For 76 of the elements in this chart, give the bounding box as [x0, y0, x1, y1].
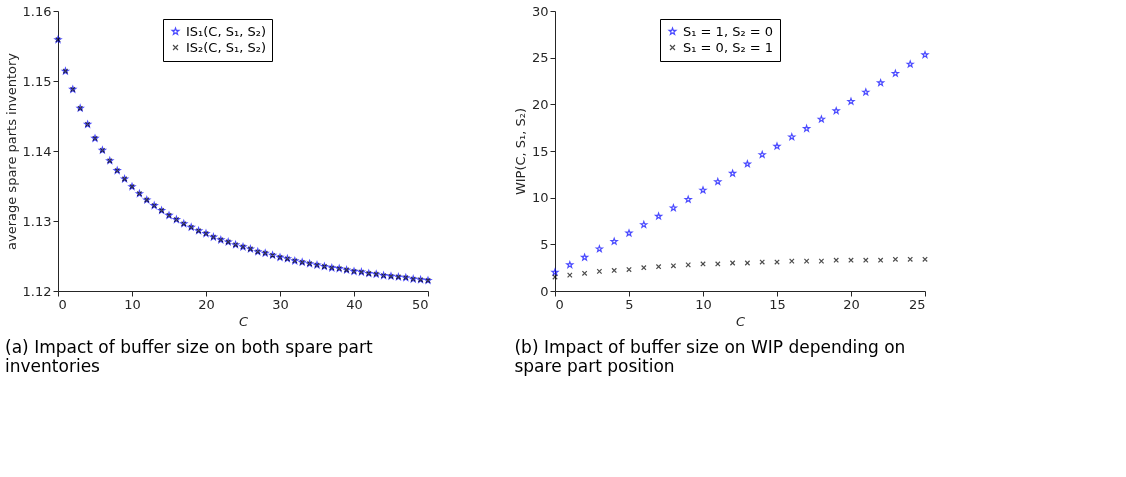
x-axis-title: C	[238, 313, 249, 329]
x-tick-label: 40	[346, 296, 363, 312]
y-axis-title: average spare parts inventory	[3, 52, 19, 250]
point	[803, 258, 810, 264]
point	[626, 266, 632, 273]
legend-label: S₁ = 1, S₂ = 0	[683, 23, 774, 39]
point	[714, 261, 721, 267]
x-axis-title: C	[735, 313, 746, 329]
x-tick-label: 0	[58, 296, 67, 312]
y-tick-label: 1.16	[22, 3, 52, 19]
point	[758, 150, 766, 158]
y-tick-label: 20	[531, 96, 549, 112]
x-tick-label: 20	[198, 296, 215, 312]
point	[817, 115, 826, 123]
point	[892, 256, 899, 263]
text: (a) Impact of buffer size on both spare part inventories	[5, 337, 373, 376]
legend-label: IS₂(C, S₁, S₂)	[186, 39, 266, 55]
point	[625, 229, 633, 237]
point	[802, 124, 811, 132]
point	[744, 260, 751, 266]
point	[832, 107, 840, 115]
point	[640, 264, 647, 271]
point	[566, 261, 574, 269]
point	[922, 256, 928, 263]
point	[921, 51, 929, 59]
point	[655, 263, 662, 270]
point	[595, 245, 604, 253]
legend-label: IS₁(C, S₁, S₂)	[186, 23, 266, 39]
legend-label: S₁ = 0, S₂ = 1	[683, 39, 774, 55]
point	[818, 258, 825, 264]
point	[876, 79, 885, 87]
y-tick-label: 15	[531, 143, 549, 159]
y-tick-label: 25	[531, 50, 549, 66]
x-tick-label: 50	[411, 296, 429, 312]
y-axis-title: WIP(C, S₁, S₂)	[512, 107, 528, 196]
point	[640, 220, 648, 228]
point	[610, 237, 618, 245]
x-tick-label: 10	[695, 296, 712, 312]
point	[670, 262, 677, 269]
y-tick-label: 1.12	[22, 283, 52, 299]
point	[611, 267, 618, 274]
y-tick-label: 0	[540, 283, 549, 299]
point	[551, 268, 559, 276]
y-tick-label: 1.15	[22, 73, 52, 89]
point	[729, 260, 736, 266]
point	[581, 270, 588, 277]
x-tick-label: 10	[124, 296, 141, 312]
text: (b) Impact of buffer size on WIP depending on spare part position	[514, 337, 906, 376]
point	[728, 169, 737, 177]
point	[669, 204, 678, 212]
x-tick-label: 0	[555, 296, 564, 312]
point	[847, 97, 855, 105]
y-tick-label: 5	[540, 236, 549, 252]
point	[906, 60, 914, 68]
point	[654, 212, 663, 220]
y-tick-label: 30	[531, 3, 549, 19]
point	[714, 178, 722, 185]
point	[580, 253, 589, 261]
point	[743, 160, 752, 168]
x-tick-label: 25	[908, 296, 926, 312]
y-tick-label: 10	[531, 190, 549, 206]
point	[759, 259, 766, 265]
x-tick-label: 20	[843, 296, 860, 312]
point	[877, 257, 884, 264]
point	[862, 88, 870, 96]
point	[848, 257, 854, 264]
point	[684, 195, 692, 203]
x-tick-label: 5	[625, 296, 634, 312]
y-tick-label: 1.14	[22, 143, 52, 159]
x-tick-label: 30	[272, 296, 289, 312]
point	[773, 142, 781, 150]
y-tick-label: 1.13	[22, 213, 52, 229]
point	[891, 69, 900, 77]
x-tick-label: 15	[769, 296, 786, 312]
point	[699, 186, 707, 194]
point	[788, 133, 796, 141]
